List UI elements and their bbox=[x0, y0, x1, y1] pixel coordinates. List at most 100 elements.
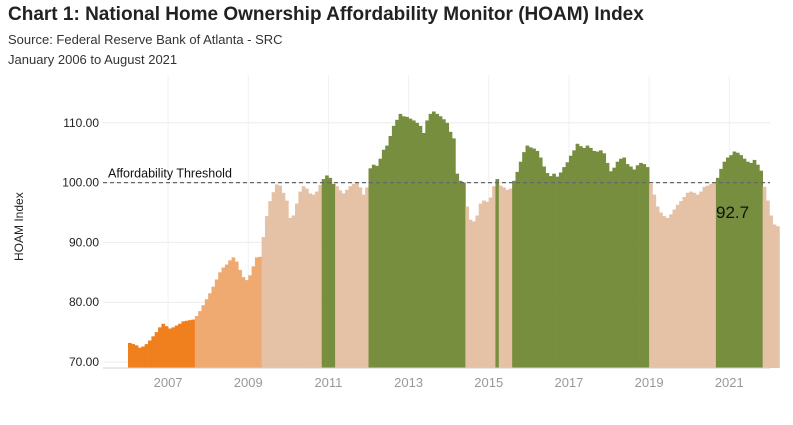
bar bbox=[749, 162, 754, 368]
bar bbox=[682, 196, 687, 368]
bar bbox=[772, 224, 777, 368]
bar bbox=[335, 186, 339, 368]
y-tick-label: 70.00 bbox=[69, 355, 99, 369]
bar bbox=[291, 215, 296, 368]
bar bbox=[188, 320, 192, 368]
bar bbox=[445, 122, 450, 368]
bar bbox=[358, 187, 363, 368]
bar bbox=[619, 158, 623, 368]
bar bbox=[261, 237, 266, 368]
axes: 70.00 80.00 90.00 100.00 110.00 2007 2009 2011 2… bbox=[62, 116, 770, 390]
bar bbox=[485, 201, 490, 368]
x-tick-label: 2019 bbox=[635, 375, 664, 390]
bar bbox=[285, 200, 289, 368]
bar bbox=[315, 191, 319, 368]
bar bbox=[401, 116, 406, 368]
bar bbox=[211, 286, 216, 368]
bar bbox=[321, 179, 326, 368]
bar bbox=[338, 190, 343, 368]
bar bbox=[776, 226, 780, 368]
bar bbox=[365, 187, 369, 368]
bar bbox=[128, 342, 132, 368]
bar bbox=[318, 185, 323, 368]
bar bbox=[552, 173, 556, 368]
bar bbox=[488, 197, 493, 368]
bar bbox=[288, 217, 293, 368]
bar bbox=[609, 171, 613, 368]
bar bbox=[709, 183, 713, 368]
bar bbox=[588, 147, 593, 368]
bar bbox=[595, 151, 600, 368]
bar bbox=[278, 185, 283, 368]
x-tick-label: 2013 bbox=[394, 375, 423, 390]
bar bbox=[615, 161, 620, 368]
bar bbox=[295, 203, 299, 368]
bar bbox=[438, 116, 443, 368]
bar bbox=[221, 267, 226, 368]
bar bbox=[264, 216, 269, 368]
bar bbox=[522, 152, 526, 368]
bar bbox=[168, 328, 172, 368]
bar bbox=[448, 131, 453, 368]
bar bbox=[244, 280, 249, 368]
bar bbox=[705, 185, 710, 368]
x-tick-label: 2011 bbox=[314, 375, 342, 390]
bar bbox=[178, 323, 182, 368]
chart-title: Chart 1: National Home Ownership Afforda… bbox=[8, 4, 644, 25]
bar bbox=[224, 264, 229, 368]
bar bbox=[411, 120, 416, 368]
bar bbox=[144, 344, 149, 368]
bar bbox=[695, 194, 700, 368]
bar bbox=[599, 150, 603, 368]
bar bbox=[465, 206, 470, 368]
bar bbox=[622, 157, 627, 368]
bar bbox=[241, 277, 246, 368]
bar bbox=[201, 305, 206, 368]
bar bbox=[679, 201, 683, 368]
bar bbox=[732, 151, 737, 368]
bar bbox=[582, 147, 586, 368]
bar bbox=[478, 203, 483, 368]
bar bbox=[435, 113, 440, 369]
annotations: Affordability Threshold 92.7 bbox=[103, 167, 770, 222]
bar bbox=[612, 167, 617, 368]
bar bbox=[214, 279, 219, 368]
x-tick-label: 2021 bbox=[715, 375, 744, 390]
bar bbox=[545, 173, 550, 368]
bar bbox=[351, 183, 356, 368]
bar bbox=[532, 148, 536, 368]
bar bbox=[518, 161, 523, 368]
bar bbox=[141, 346, 146, 368]
bar bbox=[528, 147, 533, 368]
bar bbox=[131, 344, 136, 368]
bar bbox=[331, 183, 336, 368]
bar bbox=[158, 327, 162, 368]
bar bbox=[161, 323, 166, 368]
bar bbox=[194, 315, 199, 368]
bar bbox=[415, 122, 419, 368]
bar bbox=[699, 191, 703, 368]
last-value-label: 92.7 bbox=[716, 203, 749, 222]
bar bbox=[248, 275, 252, 368]
bar bbox=[325, 175, 329, 368]
bar bbox=[405, 116, 409, 368]
bar bbox=[271, 192, 276, 368]
bar bbox=[725, 157, 730, 368]
bar bbox=[558, 172, 563, 368]
y-tick-label: 110.00 bbox=[63, 116, 99, 130]
chart-source: Source: Federal Reserve Bank of Atlanta … bbox=[8, 32, 283, 47]
bar bbox=[398, 113, 403, 369]
bar bbox=[462, 182, 466, 368]
bar bbox=[452, 138, 456, 368]
bar bbox=[191, 319, 196, 368]
bar bbox=[535, 150, 540, 368]
bar bbox=[218, 272, 222, 368]
bar bbox=[548, 176, 553, 368]
bar bbox=[639, 162, 643, 368]
bar bbox=[442, 119, 446, 368]
bar bbox=[395, 119, 399, 368]
bar bbox=[512, 180, 516, 368]
bar bbox=[208, 293, 212, 368]
bar bbox=[515, 171, 520, 368]
